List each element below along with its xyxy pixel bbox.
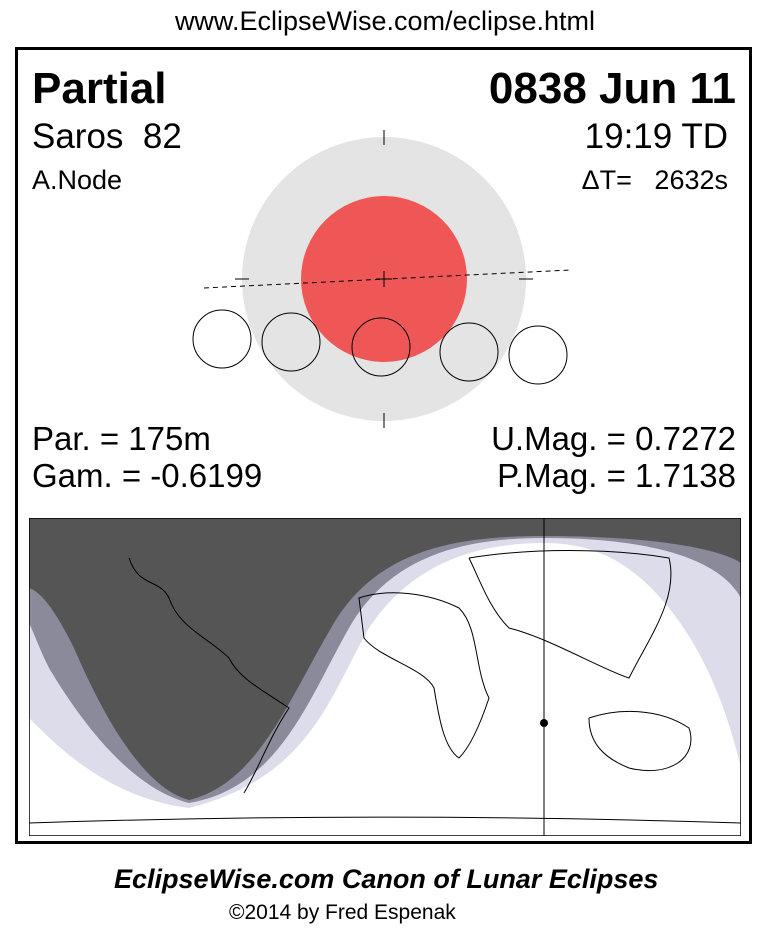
moon-position: [508, 325, 568, 385]
umbral-magnitude: U.Mag. = 0.7272: [491, 420, 736, 457]
copyright: ©2014 by Fred Espenak: [229, 901, 456, 924]
node: A.Node: [32, 165, 123, 195]
penumbral-magnitude: P.Mag. = 1.7138: [497, 457, 736, 494]
footer-title: EclipseWise.com Canon of Lunar Eclipses: [114, 864, 659, 894]
eclipse-time: 19:19 TD: [584, 117, 728, 156]
eclipse-type: Partial: [32, 64, 167, 113]
no-visibility-zone: [29, 518, 741, 800]
eclipse-panel: [15, 47, 752, 844]
gamma: Gam. = -0.6199: [32, 457, 263, 494]
moon-position: [351, 317, 411, 377]
moon-position: [439, 322, 499, 382]
sub-lunar-point: [540, 719, 548, 727]
visibility-map: [29, 518, 741, 836]
moon-position: [192, 309, 252, 369]
coastline: [29, 816, 741, 824]
shadow-diagram: [192, 130, 571, 428]
coastline: [358, 592, 490, 759]
coastline: [588, 711, 692, 772]
moon-position: [261, 312, 321, 372]
coastline: [468, 550, 672, 679]
eclipse-date: 0838 Jun 11: [488, 64, 736, 113]
url-header: www.EclipseWise.com/eclipse.html: [174, 6, 596, 36]
coastline: [128, 557, 290, 794]
duration: Par. = 175m: [32, 420, 211, 457]
delta-t: ΔT= 2632s: [581, 165, 728, 195]
saros: Saros 82: [32, 117, 182, 156]
